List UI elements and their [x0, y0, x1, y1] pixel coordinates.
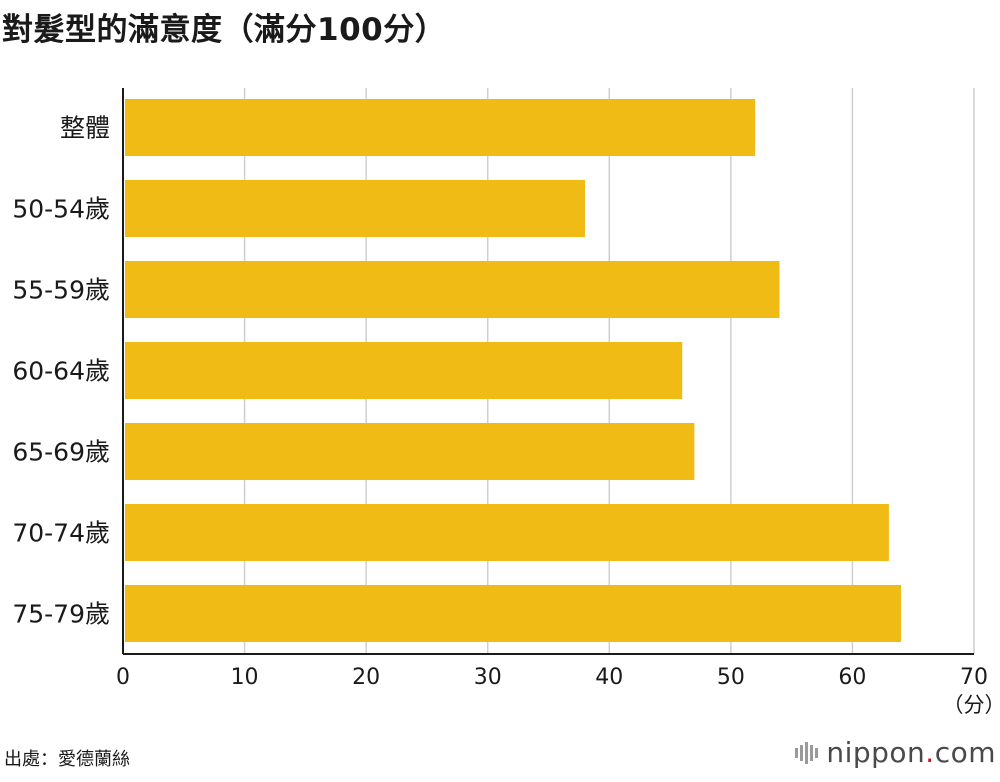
x-tick-label: 40	[595, 665, 623, 690]
x-tick-label: 0	[116, 665, 130, 690]
nippon-logo: nippon.com	[795, 736, 996, 769]
category-label: 50-54歲	[12, 195, 110, 224]
chart-title: 對髮型的滿意度（滿分100分）	[2, 12, 447, 48]
category-label: 55-59歲	[12, 276, 110, 305]
category-label: 65-69歲	[12, 438, 110, 467]
bar	[125, 261, 780, 318]
source-note: 出處：愛德蘭絲	[4, 749, 130, 770]
bar	[125, 585, 902, 642]
x-tick-label: 70	[960, 665, 988, 690]
bar	[125, 99, 756, 156]
bar	[125, 342, 683, 399]
category-label: 60-64歲	[12, 357, 110, 386]
bar	[125, 423, 695, 480]
logo-mark-icon	[795, 741, 819, 764]
bar-chart: 整體 50-54歲 55-59歲 60-64歲 65-69歲 70-74歲 75-79歲 0 1…	[12, 88, 1000, 717]
x-tick-label: 60	[838, 665, 866, 690]
x-unit-label: （分）	[943, 693, 1000, 717]
category-label: 75-79歲	[12, 600, 110, 629]
category-label: 整體	[60, 114, 110, 143]
x-tick-label: 20	[352, 665, 380, 690]
bar	[125, 180, 585, 237]
logo-wordmark: nippon.com	[826, 736, 996, 769]
x-tick-label: 30	[474, 665, 502, 690]
x-tick-label: 10	[231, 665, 259, 690]
bar	[125, 504, 889, 561]
x-tick-label: 50	[717, 665, 745, 690]
category-label: 70-74歲	[12, 519, 110, 548]
